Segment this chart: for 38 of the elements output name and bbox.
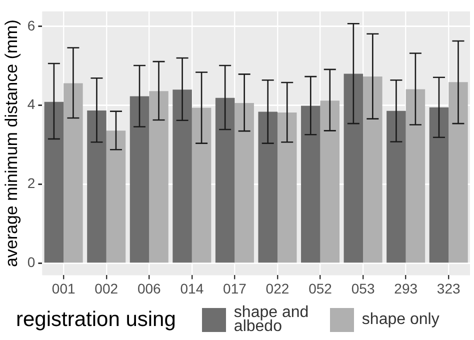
bar xyxy=(277,112,297,263)
x-tick-label: 006 xyxy=(137,280,162,296)
bar xyxy=(234,103,254,263)
x-tick-label: 014 xyxy=(180,280,204,296)
bar xyxy=(429,107,449,263)
bar xyxy=(258,112,278,263)
y-tick-label: 0 xyxy=(27,254,36,270)
bar xyxy=(344,74,364,263)
bar xyxy=(149,91,168,263)
bar xyxy=(406,89,426,263)
x-tick-label: 001 xyxy=(52,280,76,296)
bar xyxy=(106,130,126,263)
x-tick-label: 293 xyxy=(394,280,418,296)
x-tick-label: 002 xyxy=(94,280,118,296)
bar xyxy=(44,102,64,263)
y-tick-label: 2 xyxy=(27,175,36,192)
bar xyxy=(320,100,340,263)
y-axis-title: average minimum distance (mm) xyxy=(2,20,21,268)
y-tick-label: 6 xyxy=(27,17,36,34)
y-tick-label: 4 xyxy=(27,96,36,112)
x-tick-label: 017 xyxy=(223,280,247,296)
legend-label: shape only xyxy=(362,311,440,328)
bar xyxy=(172,90,192,263)
bar xyxy=(215,98,235,263)
x-tick-label: 052 xyxy=(308,280,332,296)
x-tick-label: 323 xyxy=(436,280,460,296)
x-tick-label: 022 xyxy=(266,280,290,296)
x-tick-label: 053 xyxy=(351,280,375,296)
bar xyxy=(64,83,83,263)
legend-title: registration using xyxy=(16,308,176,332)
bar xyxy=(130,96,150,263)
bar xyxy=(301,106,320,263)
bar xyxy=(386,110,406,263)
bar xyxy=(87,110,106,263)
bar xyxy=(192,108,212,263)
bar xyxy=(448,82,468,263)
bar xyxy=(363,76,382,263)
legend-label: shape and albedo xyxy=(234,304,310,335)
